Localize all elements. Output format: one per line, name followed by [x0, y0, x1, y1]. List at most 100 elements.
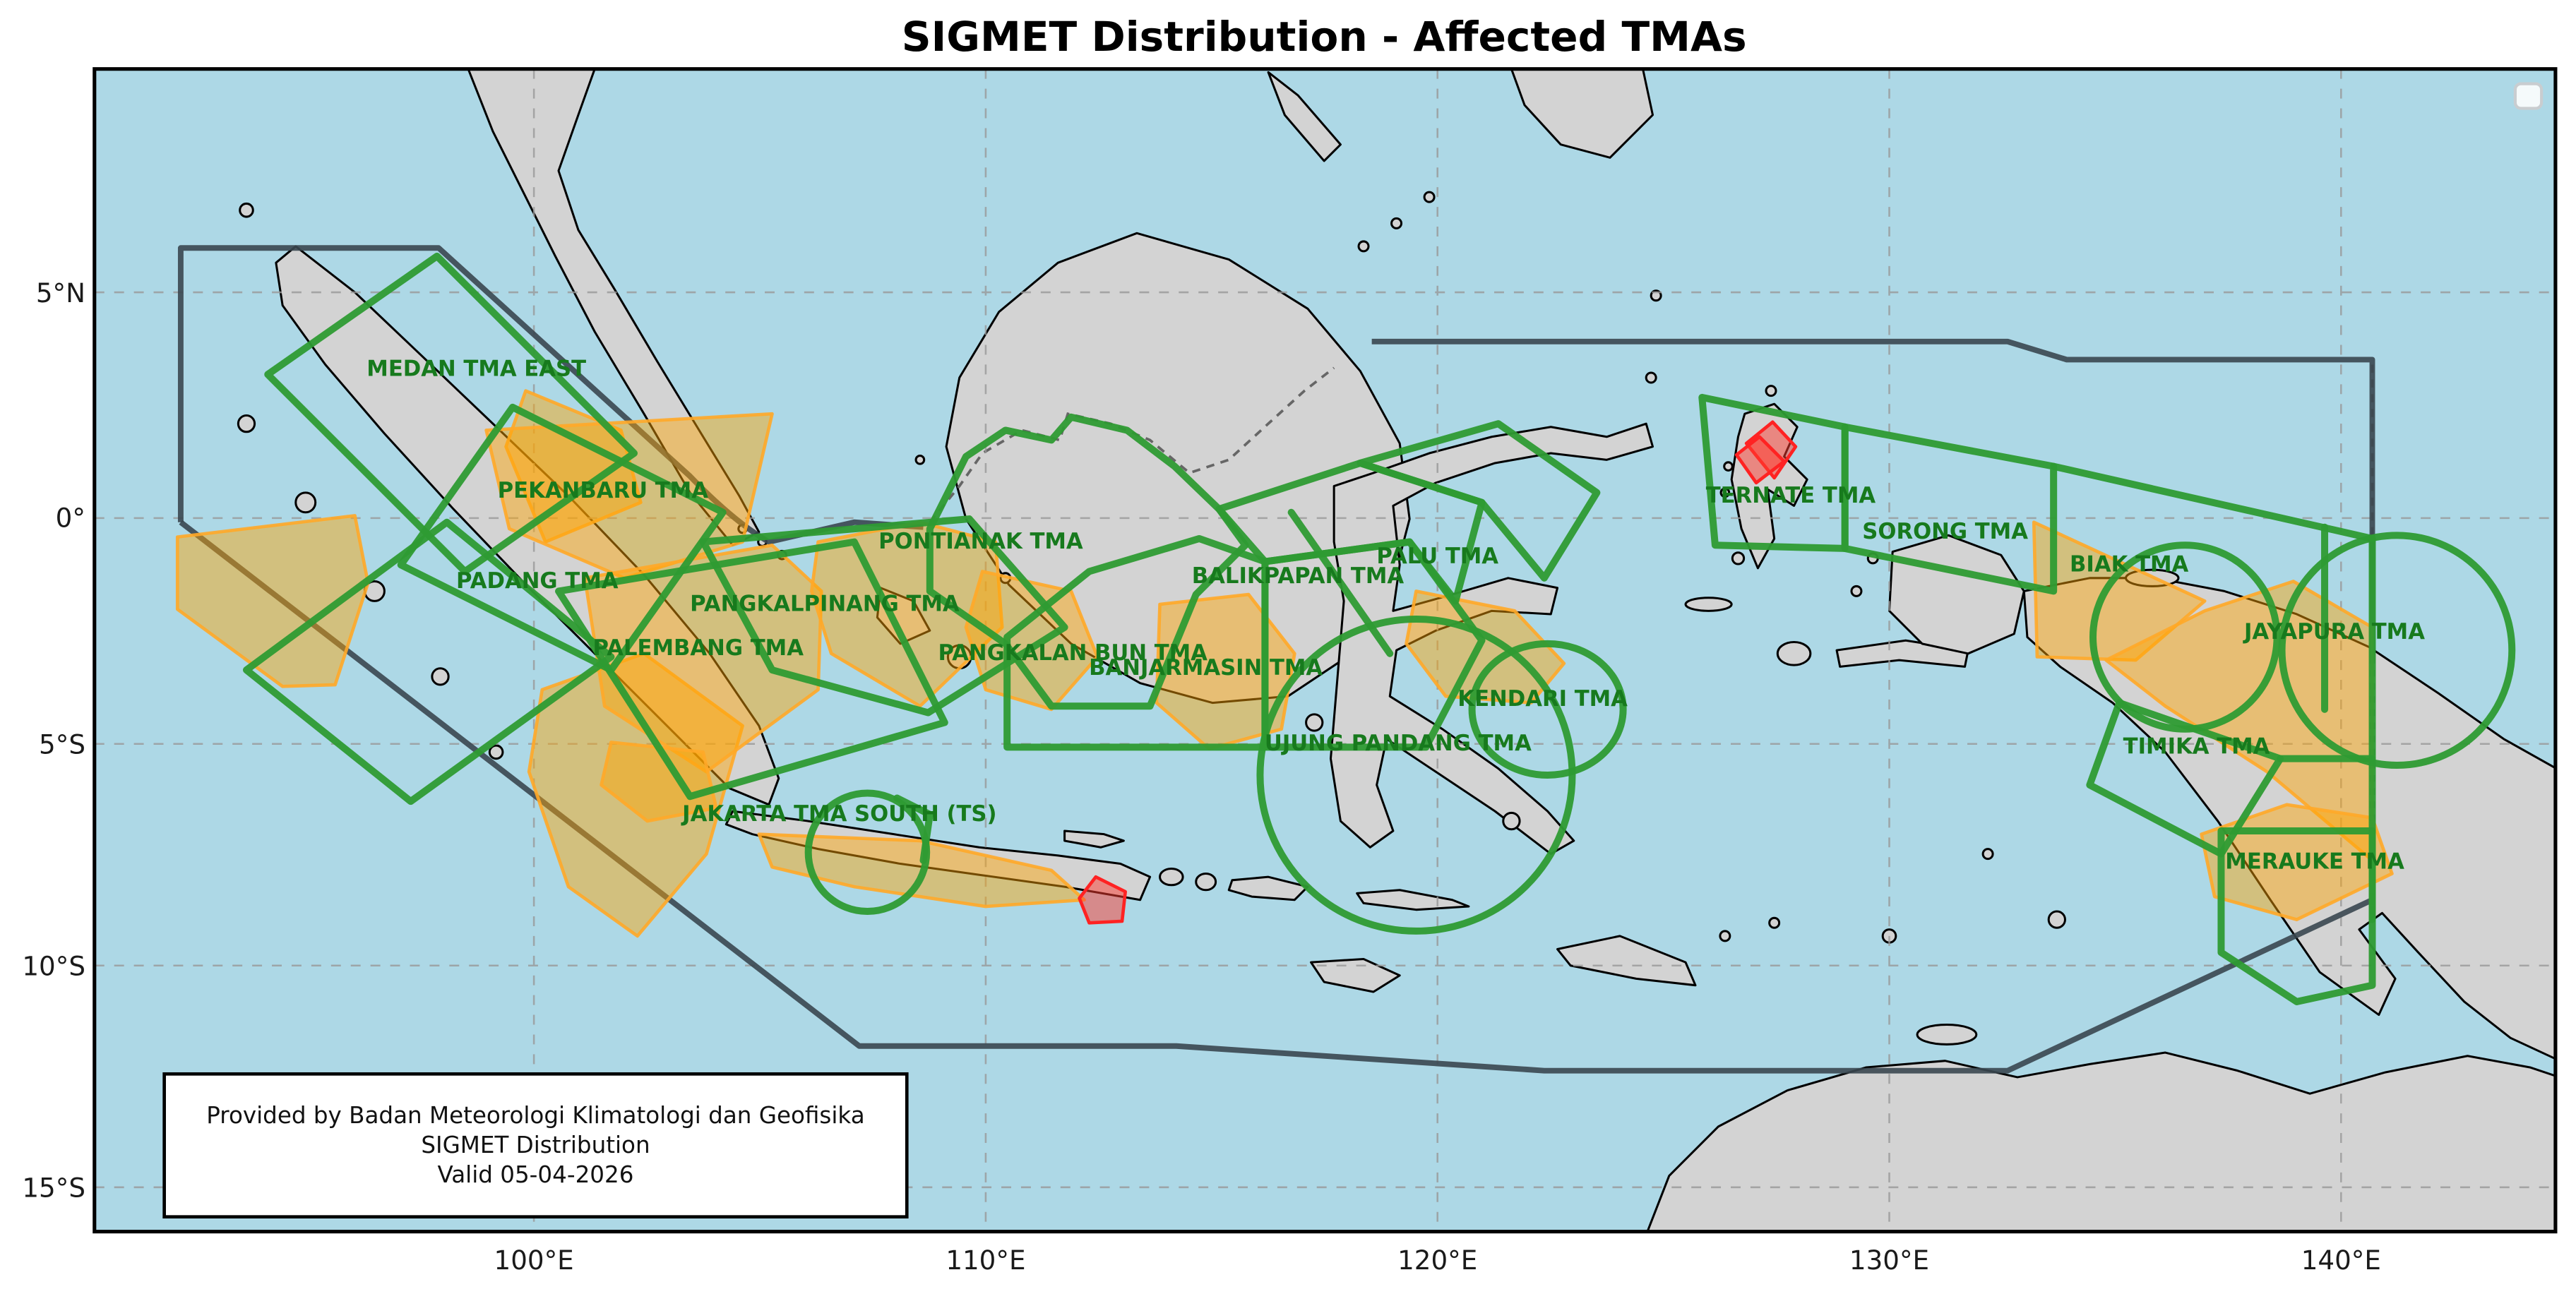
y-tick-0: 0° — [56, 503, 85, 534]
tma-label-biak: BIAK TMA — [2070, 552, 2189, 577]
land-island — [1305, 713, 1324, 732]
sigmet-area-jakarta-west — [600, 741, 718, 823]
land-island — [1502, 811, 1521, 831]
land-mindanao — [1510, 68, 1654, 159]
tma-label-timika: TIMIKA TMA — [2123, 735, 2270, 760]
land-sula — [1684, 597, 1733, 612]
legend-box — [2513, 82, 2544, 110]
sigmet-area-padang-south — [527, 652, 744, 938]
tma-label-kendari: KENDARI TMA — [1457, 687, 1628, 712]
land-bali — [1159, 868, 1184, 887]
land-island — [1765, 385, 1777, 397]
land-island — [431, 667, 450, 686]
land-lombok — [1195, 872, 1217, 892]
tma-label-sorong: SORONG TMA — [1862, 520, 2028, 544]
land-island — [1390, 217, 1403, 229]
y-tick-5n: 5°N — [36, 277, 85, 308]
sigmet-area-biak — [2032, 520, 2207, 662]
tma-label-merauke: MERAUKE TMA — [2225, 850, 2404, 875]
tma-labels: MEDAN TMA EAST PEKANBARU TMA PADANG TMA … — [366, 357, 2425, 875]
tma-label-padang: PADANG TMA — [456, 569, 619, 594]
y-tick-5s: 5°S — [39, 729, 85, 760]
tma-sector-line-makassar — [1287, 508, 1394, 657]
sigmet-areas — [175, 389, 2394, 938]
tma-label-banjarmasin: BANJARMASIN TMA — [1089, 656, 1323, 681]
x-tick-110e: 110°E — [946, 1245, 1025, 1276]
info-box-line-1: Provided by Badan Meteorologi Klimatolog… — [206, 1102, 864, 1129]
tma-label-medan-east: MEDAN TMA EAST — [366, 357, 586, 382]
tma-boundary-kendari — [1468, 640, 1627, 779]
tma-label-ujung-pandang: UJUNG PANDANG TMA — [1265, 731, 1532, 756]
tma-boundary-pangkalpinang — [699, 515, 1068, 717]
tma-boundary-palu — [1356, 420, 1601, 582]
severe-area-ternate-2 — [1734, 435, 1786, 485]
axis-ticks: 5°N 0° 5°S 10°S 15°S 100°E 110°E 120°E 1… — [22, 277, 2381, 1276]
land-island — [1357, 240, 1370, 253]
tma-boundary-merauke — [2217, 827, 2376, 1005]
land-buru — [1776, 641, 1812, 666]
plot-frame — [93, 67, 2558, 1234]
land-melville — [1916, 1024, 1978, 1046]
land-island — [1850, 585, 1863, 597]
tma-boundary-palembang — [555, 538, 948, 801]
x-tick-140e: 140°E — [2301, 1245, 2381, 1276]
sigmet-area-west-sumatra — [175, 514, 370, 688]
tma-boundary-medan-east — [264, 252, 638, 575]
tma-label-pekanbaru: PEKANBARU TMA — [498, 479, 709, 503]
sigmet-area-banjarmasin — [1155, 592, 1296, 751]
land-island — [294, 491, 317, 514]
x-tick-100e: 100°E — [494, 1245, 574, 1276]
page-title: SIGMET Distribution - Affected TMAs — [902, 13, 1747, 61]
tma-boundary-jakarta-south-notch — [893, 794, 934, 864]
land-palawan — [1267, 71, 1342, 162]
severe-areas — [1078, 420, 1798, 925]
land-sumba — [1310, 957, 1401, 993]
land-island — [1723, 461, 1734, 472]
y-tick-10s: 10°S — [22, 951, 85, 982]
tma-label-pangkalan-bun: PANGKALAN BUN TMA — [938, 641, 1208, 666]
tma-label-jayapura: JAYAPURA TMA — [2243, 620, 2425, 645]
land-island — [1981, 848, 1994, 861]
severe-area-east-java — [1078, 875, 1127, 925]
x-tick-130e: 130°E — [1849, 1245, 1929, 1276]
info-box-frame — [162, 1072, 909, 1218]
tma-boundaries — [242, 252, 2516, 1005]
tma-label-ternate: TERNATE TMA — [1706, 484, 1876, 508]
tma-label-palembang: PALEMBANG TMA — [593, 636, 804, 661]
land-island — [239, 202, 254, 218]
land-island — [1423, 191, 1436, 203]
info-box-line-3: Valid 05-04-2026 — [437, 1161, 633, 1188]
info-box: Provided by Badan Meteorologi Klimatolog… — [162, 1072, 909, 1218]
land-timor — [1556, 935, 1697, 987]
map-plot-area: MEDAN TMA EAST PEKANBARU TMA PADANG TMA … — [94, 68, 2556, 1232]
land-bangka — [876, 587, 931, 645]
tma-label-pontianak: PONTIANAK TMA — [878, 529, 1083, 554]
land-aru — [2047, 910, 2066, 929]
tma-label-jakarta-south: JAKARTA TMA SOUTH (TS) — [681, 802, 996, 827]
land-sumbawa — [1227, 875, 1309, 901]
x-tick-120e: 120°E — [1397, 1245, 1477, 1276]
tma-label-pangkalpinang: PANGKALPINANG TMA — [690, 592, 960, 616]
land-island — [1645, 371, 1657, 384]
tma-label-palu: PALU TMA — [1376, 544, 1498, 569]
land-island — [1768, 916, 1781, 929]
land-island — [1719, 487, 1731, 498]
land-island — [488, 744, 504, 760]
info-box-line-2: SIGMET Distribution — [421, 1132, 650, 1158]
land-island — [1731, 551, 1746, 565]
land-island — [914, 454, 926, 465]
tma-boundary-jayapura — [2278, 532, 2516, 769]
land-flores — [1356, 889, 1470, 911]
land-island — [237, 414, 256, 433]
y-tick-15s: 15°S — [22, 1173, 85, 1204]
sigmet-area-palembang — [583, 543, 823, 774]
graticule — [94, 68, 2556, 1232]
land-island — [1719, 930, 1731, 942]
tma-sector-line-north-papua — [2050, 462, 2376, 542]
tma-boundary-padang — [242, 518, 615, 805]
tma-label-balikpapan: BALIKPAPAN TMA — [1192, 564, 1405, 589]
tma-boundary-sorong — [1841, 423, 2058, 595]
land-madura — [1063, 829, 1125, 849]
